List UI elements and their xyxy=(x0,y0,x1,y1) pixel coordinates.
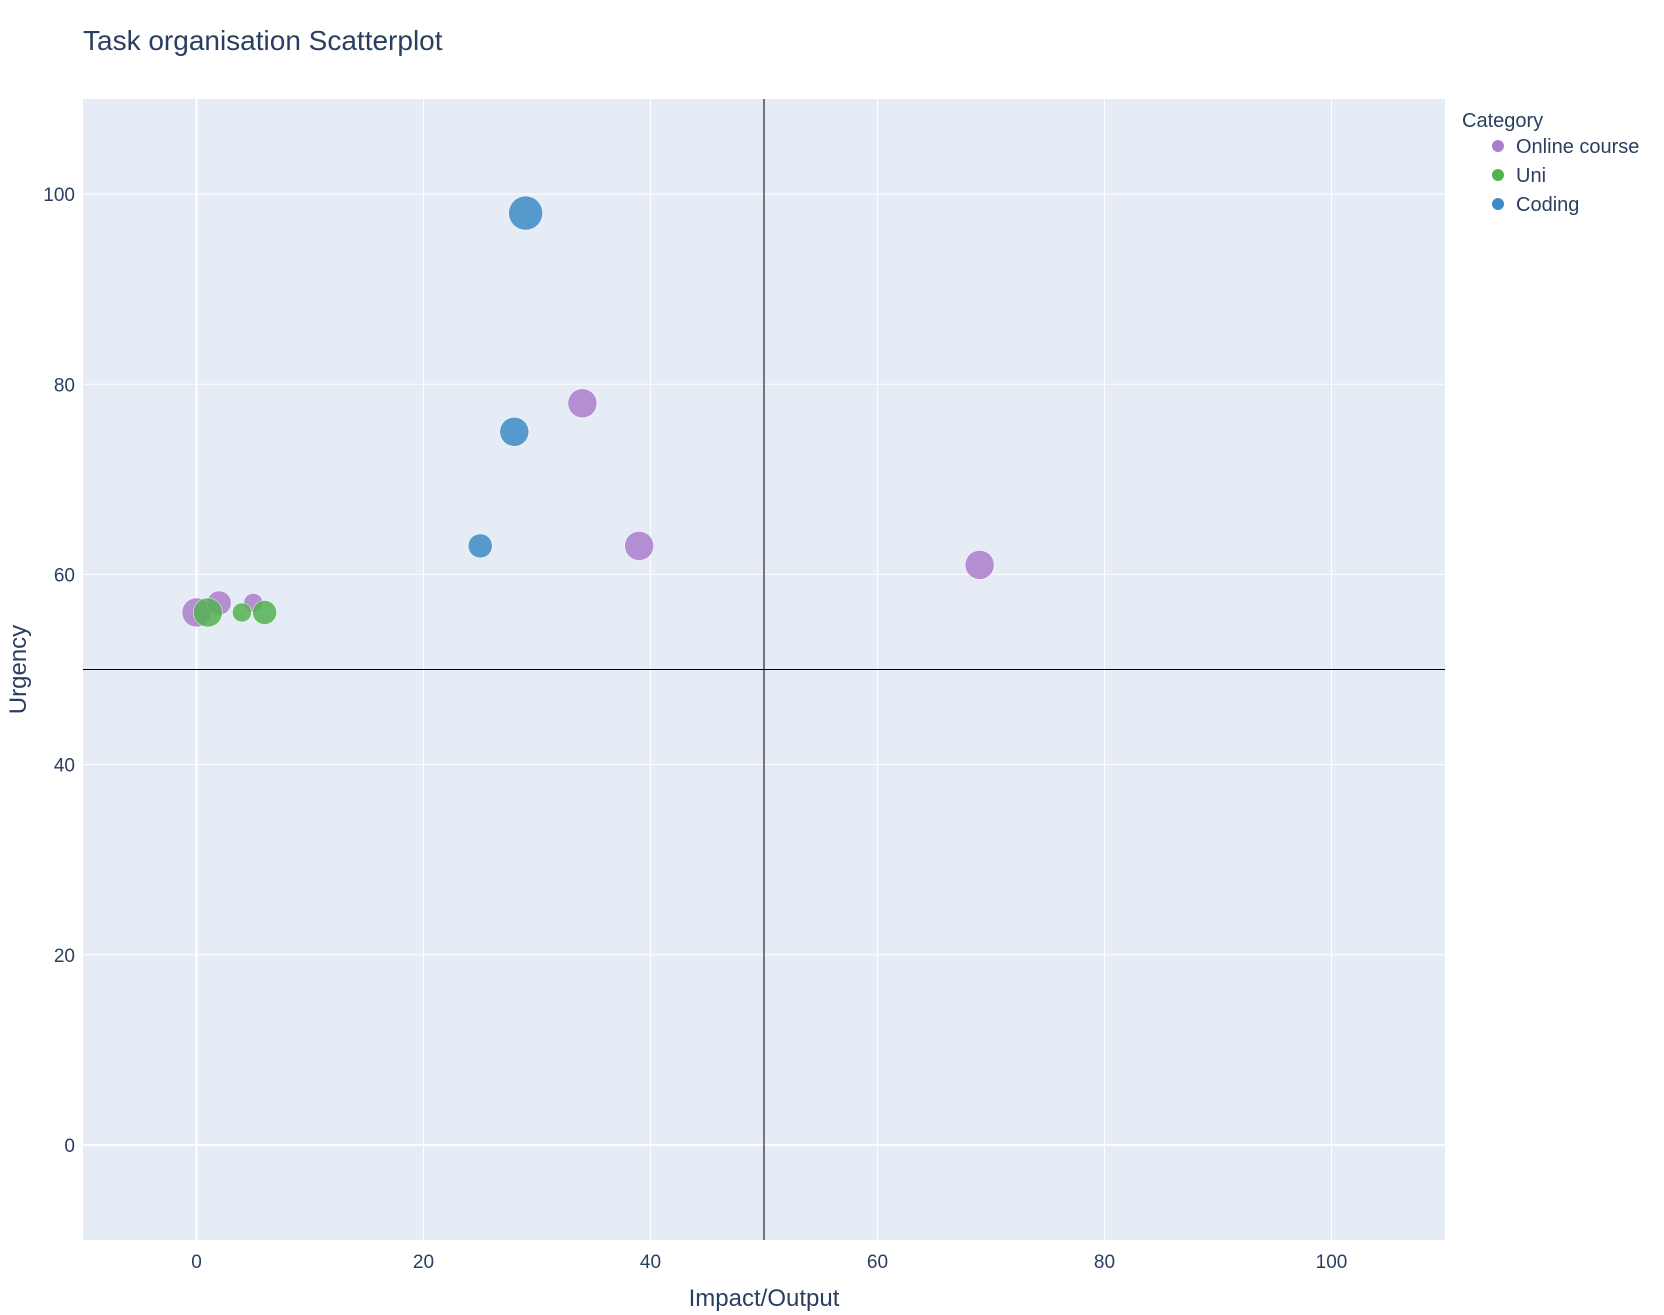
x-axis-title: Impact/Output xyxy=(689,1285,840,1312)
y-tick-label: 80 xyxy=(54,375,75,396)
chart-title: Task organisation Scatterplot xyxy=(83,25,443,56)
x-tick-label: 60 xyxy=(867,1252,888,1273)
data-point-uni[interactable] xyxy=(232,602,252,623)
y-tick-label: 20 xyxy=(54,946,75,967)
data-points xyxy=(181,195,995,628)
data-point-online-course[interactable] xyxy=(567,388,598,419)
legend-item-label[interactable]: Coding xyxy=(1516,194,1579,216)
legend-title: Category xyxy=(1462,110,1543,132)
legend-item-label[interactable]: Online course xyxy=(1516,136,1639,158)
x-axis-ticks: 0 20 40 60 80 100 xyxy=(191,1252,1347,1273)
y-tick-label: 60 xyxy=(54,565,75,586)
x-tick-label: 100 xyxy=(1316,1252,1348,1273)
x-tick-label: 20 xyxy=(413,1252,434,1273)
y-tick-label: 100 xyxy=(43,185,75,206)
legend-marker xyxy=(1492,140,1504,152)
legend-marker xyxy=(1492,169,1504,181)
legend[interactable]: Category Online course Uni Coding xyxy=(1462,110,1639,216)
data-point-uni[interactable] xyxy=(252,600,277,625)
x-tick-label: 40 xyxy=(640,1252,661,1273)
legend-items: Online course Uni Coding xyxy=(1492,136,1639,216)
reference-lines xyxy=(83,99,1445,1240)
data-point-online-course[interactable] xyxy=(624,531,654,561)
data-point-online-course[interactable] xyxy=(964,550,995,580)
y-tick-label: 0 xyxy=(64,1136,75,1157)
data-point-coding[interactable] xyxy=(508,195,543,231)
x-tick-label: 0 xyxy=(191,1252,202,1273)
data-point-uni[interactable] xyxy=(193,597,223,628)
y-axis-ticks: 0 20 40 60 80 100 xyxy=(43,185,75,1157)
y-tick-label: 40 xyxy=(54,756,75,777)
legend-item-label[interactable]: Uni xyxy=(1516,165,1546,187)
x-tick-label: 80 xyxy=(1094,1252,1115,1273)
legend-marker xyxy=(1492,198,1504,210)
y-axis-title: Urgency xyxy=(5,625,32,714)
data-point-coding[interactable] xyxy=(499,417,530,447)
data-point-coding[interactable] xyxy=(468,533,493,559)
